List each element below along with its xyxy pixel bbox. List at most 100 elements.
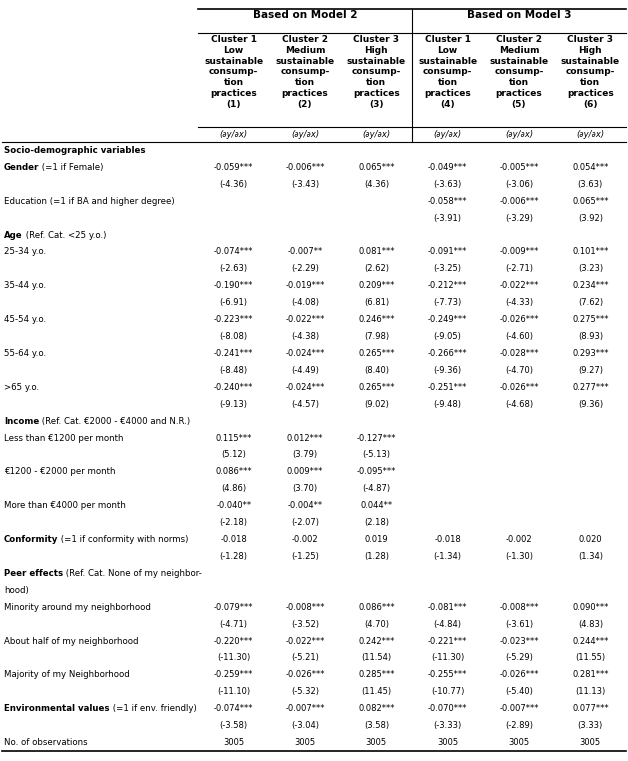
Text: -0.007***: -0.007*** bbox=[499, 704, 539, 713]
Text: (3.92): (3.92) bbox=[578, 214, 603, 223]
Text: Conformity: Conformity bbox=[4, 535, 58, 544]
Text: -0.006***: -0.006*** bbox=[285, 163, 325, 172]
Text: 0.020: 0.020 bbox=[578, 535, 602, 544]
Text: -0.004**: -0.004** bbox=[288, 501, 323, 510]
Text: Minority around my neighborhood: Minority around my neighborhood bbox=[4, 603, 151, 612]
Text: No. of observations: No. of observations bbox=[4, 738, 88, 747]
Text: (11.45): (11.45) bbox=[361, 687, 391, 696]
Text: 0.265***: 0.265*** bbox=[358, 349, 394, 358]
Text: -0.259***: -0.259*** bbox=[214, 670, 253, 680]
Text: (5.12): (5.12) bbox=[221, 451, 246, 460]
Text: 0.101***: 0.101*** bbox=[572, 247, 609, 256]
Text: (-3.06): (-3.06) bbox=[505, 180, 533, 189]
Text: (8.40): (8.40) bbox=[364, 366, 389, 375]
Text: (-10.77): (-10.77) bbox=[431, 687, 464, 696]
Text: Income: Income bbox=[4, 416, 39, 425]
Text: -0.002: -0.002 bbox=[506, 535, 533, 544]
Text: (3.70): (3.70) bbox=[293, 484, 318, 493]
Text: 0.012***: 0.012*** bbox=[287, 434, 323, 443]
Text: 0.044**: 0.044** bbox=[360, 501, 392, 510]
Text: (-2.63): (-2.63) bbox=[220, 264, 247, 273]
Text: -0.070***: -0.070*** bbox=[428, 704, 467, 713]
Text: -0.059***: -0.059*** bbox=[214, 163, 253, 172]
Text: (11.54): (11.54) bbox=[361, 654, 391, 663]
Text: 3005: 3005 bbox=[580, 738, 601, 747]
Text: (2.18): (2.18) bbox=[364, 518, 389, 527]
Text: -0.008***: -0.008*** bbox=[499, 603, 539, 612]
Text: (-3.91): (-3.91) bbox=[434, 214, 462, 223]
Text: Based on Model 2: Based on Model 2 bbox=[252, 10, 357, 20]
Text: More than €4000 per month: More than €4000 per month bbox=[4, 501, 126, 510]
Text: -0.019***: -0.019*** bbox=[285, 282, 325, 290]
Text: >65 y.o.: >65 y.o. bbox=[4, 383, 39, 392]
Text: -0.023***: -0.023*** bbox=[499, 636, 539, 645]
Text: -0.026***: -0.026*** bbox=[285, 670, 325, 680]
Text: -0.026***: -0.026*** bbox=[499, 383, 539, 392]
Text: Less than €1200 per month: Less than €1200 per month bbox=[4, 434, 124, 443]
Text: (4.36): (4.36) bbox=[364, 180, 389, 189]
Text: Education (=1 if BA and higher degree): Education (=1 if BA and higher degree) bbox=[4, 196, 175, 205]
Text: (∂y/∂x): (∂y/∂x) bbox=[505, 130, 533, 139]
Text: (-8.48): (-8.48) bbox=[220, 366, 247, 375]
Text: 3005: 3005 bbox=[295, 738, 315, 747]
Text: (Ref. Cat. <25 y.o.): (Ref. Cat. <25 y.o.) bbox=[23, 231, 106, 240]
Text: -0.022***: -0.022*** bbox=[285, 315, 325, 324]
Text: Peer effects: Peer effects bbox=[4, 569, 63, 578]
Text: Cluster 3
High
sustainable
consump-
tion
practices
(3): Cluster 3 High sustainable consump- tion… bbox=[347, 35, 406, 109]
Text: (-4.70): (-4.70) bbox=[505, 366, 533, 375]
Text: (Ref. Cat. None of my neighbor-: (Ref. Cat. None of my neighbor- bbox=[63, 569, 202, 578]
Text: (-6.91): (-6.91) bbox=[220, 298, 247, 307]
Text: -0.249***: -0.249*** bbox=[428, 315, 467, 324]
Text: -0.190***: -0.190*** bbox=[214, 282, 253, 290]
Text: (11.55): (11.55) bbox=[575, 654, 605, 663]
Text: (-4.68): (-4.68) bbox=[505, 400, 533, 409]
Text: (-4.87): (-4.87) bbox=[362, 484, 391, 493]
Text: -0.022***: -0.022*** bbox=[285, 636, 325, 645]
Text: -0.127***: -0.127*** bbox=[357, 434, 396, 443]
Text: -0.058***: -0.058*** bbox=[428, 196, 467, 205]
Text: (-3.43): (-3.43) bbox=[291, 180, 319, 189]
Text: (-4.08): (-4.08) bbox=[291, 298, 319, 307]
Text: -0.079***: -0.079*** bbox=[214, 603, 254, 612]
Text: 3005: 3005 bbox=[223, 738, 244, 747]
Text: (4.86): (4.86) bbox=[221, 484, 246, 493]
Text: (Ref. Cat. €2000 - €4000 and N.R.): (Ref. Cat. €2000 - €4000 and N.R.) bbox=[39, 416, 190, 425]
Text: (-4.49): (-4.49) bbox=[291, 366, 319, 375]
Text: -0.241***: -0.241*** bbox=[214, 349, 253, 358]
Text: (∂y/∂x): (∂y/∂x) bbox=[220, 130, 247, 139]
Text: (-9.48): (-9.48) bbox=[434, 400, 462, 409]
Text: (-2.89): (-2.89) bbox=[505, 721, 533, 730]
Text: (-1.30): (-1.30) bbox=[505, 552, 533, 561]
Text: Age: Age bbox=[4, 231, 23, 240]
Text: (-3.52): (-3.52) bbox=[291, 619, 319, 629]
Text: (3.23): (3.23) bbox=[578, 264, 603, 273]
Text: Cluster 3
High
sustainable
consump-
tion
practices
(6): Cluster 3 High sustainable consump- tion… bbox=[561, 35, 620, 109]
Text: -0.074***: -0.074*** bbox=[214, 247, 254, 256]
Text: 0.246***: 0.246*** bbox=[358, 315, 394, 324]
Text: (8.93): (8.93) bbox=[578, 332, 603, 341]
Text: 0.054***: 0.054*** bbox=[572, 163, 609, 172]
Text: (-4.57): (-4.57) bbox=[291, 400, 319, 409]
Text: (-3.61): (-3.61) bbox=[505, 619, 533, 629]
Text: -0.049***: -0.049*** bbox=[428, 163, 467, 172]
Text: 0.115***: 0.115*** bbox=[215, 434, 252, 443]
Text: 0.244***: 0.244*** bbox=[572, 636, 609, 645]
Text: -0.006***: -0.006*** bbox=[499, 196, 539, 205]
Text: (4.70): (4.70) bbox=[364, 619, 389, 629]
Text: (-3.25): (-3.25) bbox=[434, 264, 462, 273]
Text: 0.086***: 0.086*** bbox=[358, 603, 394, 612]
Text: (-9.13): (-9.13) bbox=[220, 400, 247, 409]
Text: -0.005***: -0.005*** bbox=[499, 163, 539, 172]
Text: (9.02): (9.02) bbox=[364, 400, 389, 409]
Text: (-4.60): (-4.60) bbox=[505, 332, 533, 341]
Text: (3.79): (3.79) bbox=[293, 451, 318, 460]
Text: (6.81): (6.81) bbox=[364, 298, 389, 307]
Text: (-3.63): (-3.63) bbox=[433, 180, 462, 189]
Text: (-2.18): (-2.18) bbox=[220, 518, 247, 527]
Text: -0.221***: -0.221*** bbox=[428, 636, 467, 645]
Text: 0.009***: 0.009*** bbox=[287, 467, 323, 476]
Text: -0.212***: -0.212*** bbox=[428, 282, 467, 290]
Text: (-2.07): (-2.07) bbox=[291, 518, 319, 527]
Text: 0.065***: 0.065*** bbox=[572, 196, 609, 205]
Text: About half of my neighborhood: About half of my neighborhood bbox=[4, 636, 139, 645]
